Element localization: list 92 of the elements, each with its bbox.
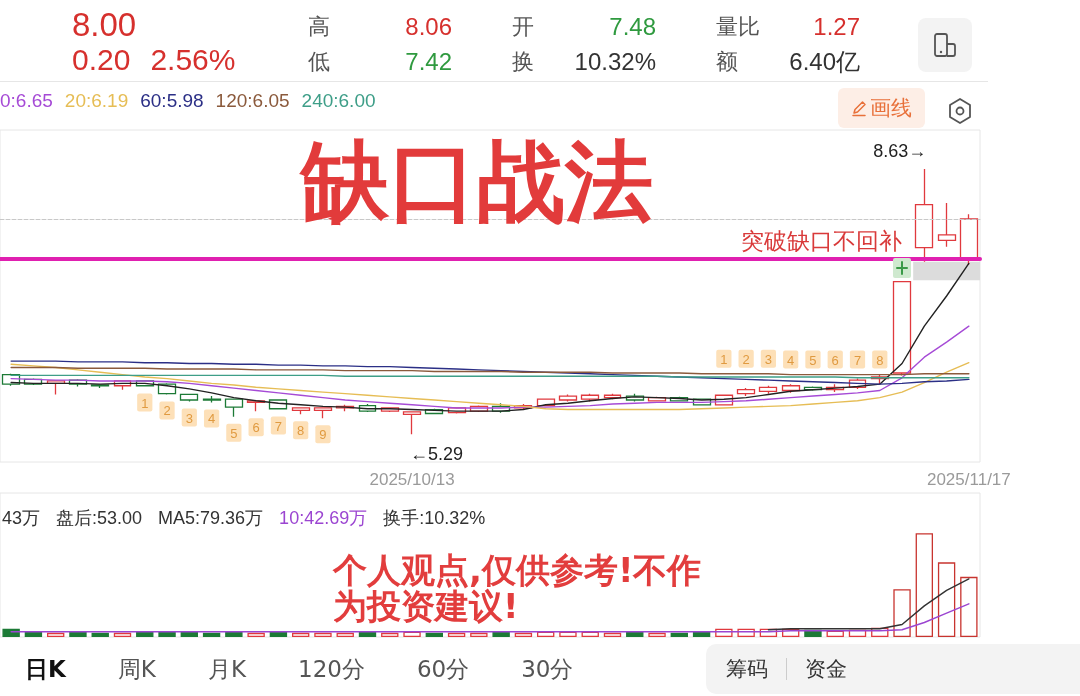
text: 盘后:53.00 xyxy=(56,508,143,528)
text: 20:6.19 xyxy=(64,89,129,111)
text: 5 xyxy=(230,425,238,441)
bar xyxy=(514,632,533,637)
category-label: 日K xyxy=(25,655,66,684)
text: 3 xyxy=(764,351,773,367)
bar xyxy=(425,632,443,637)
text: 240:6.00 xyxy=(301,89,376,111)
candlestick xyxy=(736,387,756,397)
bar xyxy=(603,632,622,637)
text: 9 xyxy=(319,427,327,443)
category-label: 换 xyxy=(512,49,534,75)
annotation: 个人观点,仅供参考!不作为投资建议! xyxy=(332,550,702,626)
text: 4 xyxy=(787,352,795,368)
category-label: 高 xyxy=(308,14,330,40)
bar xyxy=(381,632,399,637)
text: 1 xyxy=(141,395,149,411)
bar xyxy=(648,632,666,637)
category-label: 额 xyxy=(716,49,738,75)
text: 6.40亿 xyxy=(789,48,860,75)
bar xyxy=(113,632,132,637)
bar xyxy=(960,576,978,637)
bar xyxy=(314,632,332,637)
candlestick xyxy=(580,393,600,403)
bar xyxy=(893,589,911,637)
category-label: 60分 xyxy=(416,655,470,684)
text: 43万 xyxy=(2,508,41,528)
candlestick xyxy=(313,406,333,419)
text: 1 xyxy=(720,351,728,367)
chart-title: 缺口战法 xyxy=(299,129,653,233)
x-tick-label: 2025/11/17 xyxy=(926,470,1011,489)
bar xyxy=(292,632,310,637)
candlestick xyxy=(892,281,912,377)
text: 7.48 xyxy=(609,13,656,40)
bar xyxy=(937,562,956,637)
candlestick xyxy=(937,202,957,248)
category-label: 低 xyxy=(308,49,330,75)
candlestick xyxy=(202,395,222,404)
category-label: 开 xyxy=(512,14,534,40)
text: ←5.29 xyxy=(410,444,464,465)
bar xyxy=(247,632,265,637)
bar xyxy=(202,632,221,637)
text: 0:6.65 xyxy=(0,89,53,111)
text: 60:5.98 xyxy=(140,89,204,111)
text: 0.20 xyxy=(72,43,131,77)
bar xyxy=(336,632,354,637)
text: 5 xyxy=(809,352,817,368)
bar xyxy=(447,632,466,637)
text: 换手:10.32% xyxy=(383,508,486,528)
candlestick xyxy=(781,383,801,394)
text: 7.42 xyxy=(405,48,452,75)
candlestick xyxy=(758,385,778,395)
text: 8 xyxy=(876,352,884,368)
text: 1.27 xyxy=(813,13,860,40)
text: 7 xyxy=(853,352,862,368)
text: 10:42.69万 xyxy=(279,508,368,528)
category-label: 周K xyxy=(117,655,156,684)
candlestick xyxy=(558,393,578,403)
category-label: 30分 xyxy=(521,655,574,684)
text: 2 xyxy=(742,351,750,367)
candlestick xyxy=(224,397,244,418)
category-label: 月K xyxy=(207,655,247,684)
text: 6 xyxy=(252,420,260,436)
candlestick xyxy=(179,393,199,403)
text: 8 xyxy=(297,423,305,439)
draw-button: 画线 xyxy=(838,88,925,128)
bar xyxy=(670,632,688,637)
candlestick xyxy=(291,406,311,415)
text: 4 xyxy=(207,411,216,427)
bar xyxy=(47,632,65,637)
text: 3 xyxy=(185,410,193,426)
category-label: 量比 xyxy=(716,14,760,40)
text: 6 xyxy=(831,352,839,368)
text: 8.06 xyxy=(405,13,452,40)
text: 8.00 xyxy=(72,6,137,43)
text: MA5:79.36万 xyxy=(158,508,264,528)
bar xyxy=(91,632,109,637)
bar xyxy=(915,533,933,637)
candlestick xyxy=(914,168,934,263)
text: 10.32% xyxy=(574,48,656,75)
category-label: 120分 xyxy=(298,655,365,684)
text: 7 xyxy=(274,418,283,434)
text: 120:6.05 xyxy=(215,89,290,111)
x-tick-label: 2025/10/13 xyxy=(369,470,455,489)
bar xyxy=(470,632,488,637)
text: 2 xyxy=(163,403,171,419)
candlestick xyxy=(402,410,422,435)
bar xyxy=(826,630,844,637)
ref-line-label: 突破缺口不回补 xyxy=(741,228,903,255)
button-group: 筹码 资金 xyxy=(706,644,1080,694)
text: 8.63→ xyxy=(873,140,927,161)
text: 2.56% xyxy=(150,43,236,77)
